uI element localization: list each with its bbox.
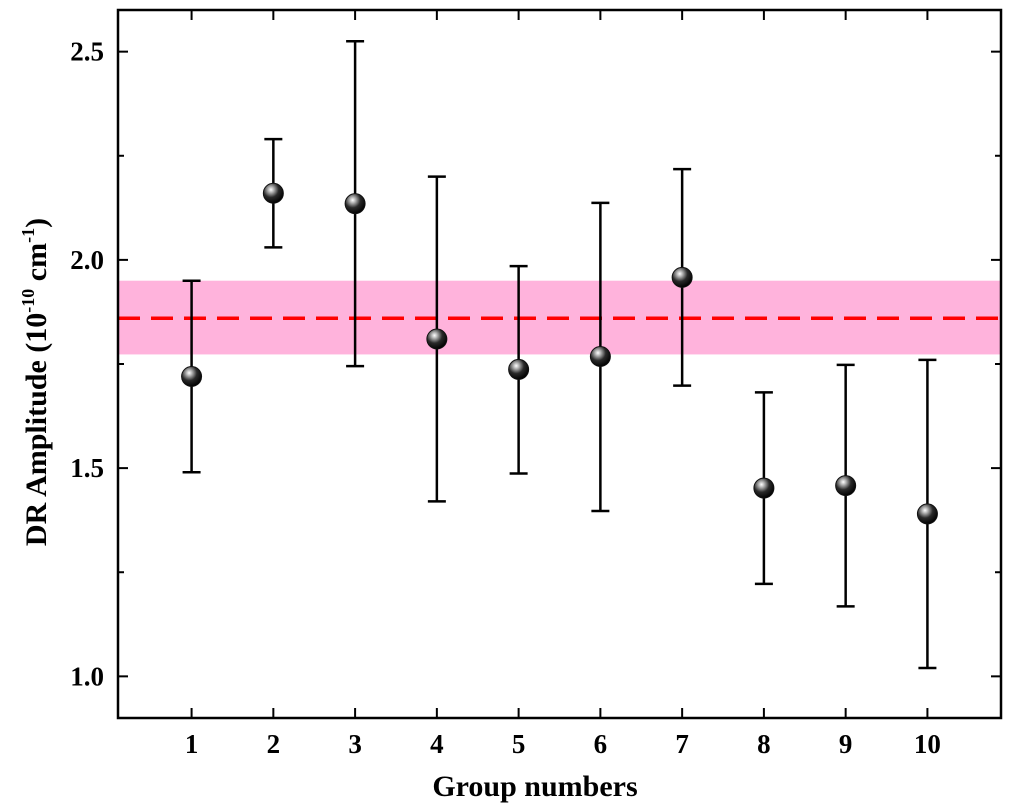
x-tick-label: 7 xyxy=(675,729,689,759)
tick-labels: 1 2 3 4 5 6 7 8 9 10 1.0 1.5 2.0 2.5 xyxy=(70,37,941,759)
y-axis-title-prefix: DR Amplitude (10 xyxy=(20,313,53,546)
data-point xyxy=(181,365,203,387)
x-tick-label: 10 xyxy=(914,729,941,759)
y-axis-title-exp2: -1 xyxy=(18,228,38,243)
data-point xyxy=(753,477,775,499)
y-tick-label: 2.5 xyxy=(70,37,104,67)
x-tick-label: 3 xyxy=(348,729,362,759)
data-point xyxy=(671,266,693,288)
y-tick-label: 2.0 xyxy=(70,245,104,275)
y-axis-title-suffix: ) xyxy=(20,218,53,228)
y-axis-title: DR Amplitude (10-10 cm-1) xyxy=(18,218,53,546)
x-tick-label: 5 xyxy=(512,729,526,759)
x-tick-label: 6 xyxy=(594,729,608,759)
data-point xyxy=(589,346,611,368)
data-point xyxy=(835,475,857,497)
data-point xyxy=(508,358,530,380)
y-axis-title-exp1: -10 xyxy=(18,289,38,313)
data-point xyxy=(344,193,366,215)
x-tick-label: 2 xyxy=(267,729,281,759)
x-tick-label: 1 xyxy=(185,729,199,759)
error-bars xyxy=(182,39,937,670)
y-axis-title-mid: cm xyxy=(20,243,53,289)
data-points xyxy=(181,182,938,525)
x-tick-label: 4 xyxy=(430,729,444,759)
data-point xyxy=(916,503,938,525)
y-tick-label: 1.0 xyxy=(70,661,104,691)
y-tick-label: 1.5 xyxy=(70,453,104,483)
data-point xyxy=(262,182,284,204)
axis-ticks xyxy=(118,10,1001,718)
data-point xyxy=(426,328,448,350)
plot-border xyxy=(116,8,1003,720)
x-axis-title: Group numbers xyxy=(432,770,637,803)
x-tick-label: 8 xyxy=(757,729,771,759)
x-tick-label: 9 xyxy=(839,729,853,759)
plot-frame xyxy=(116,8,1003,720)
